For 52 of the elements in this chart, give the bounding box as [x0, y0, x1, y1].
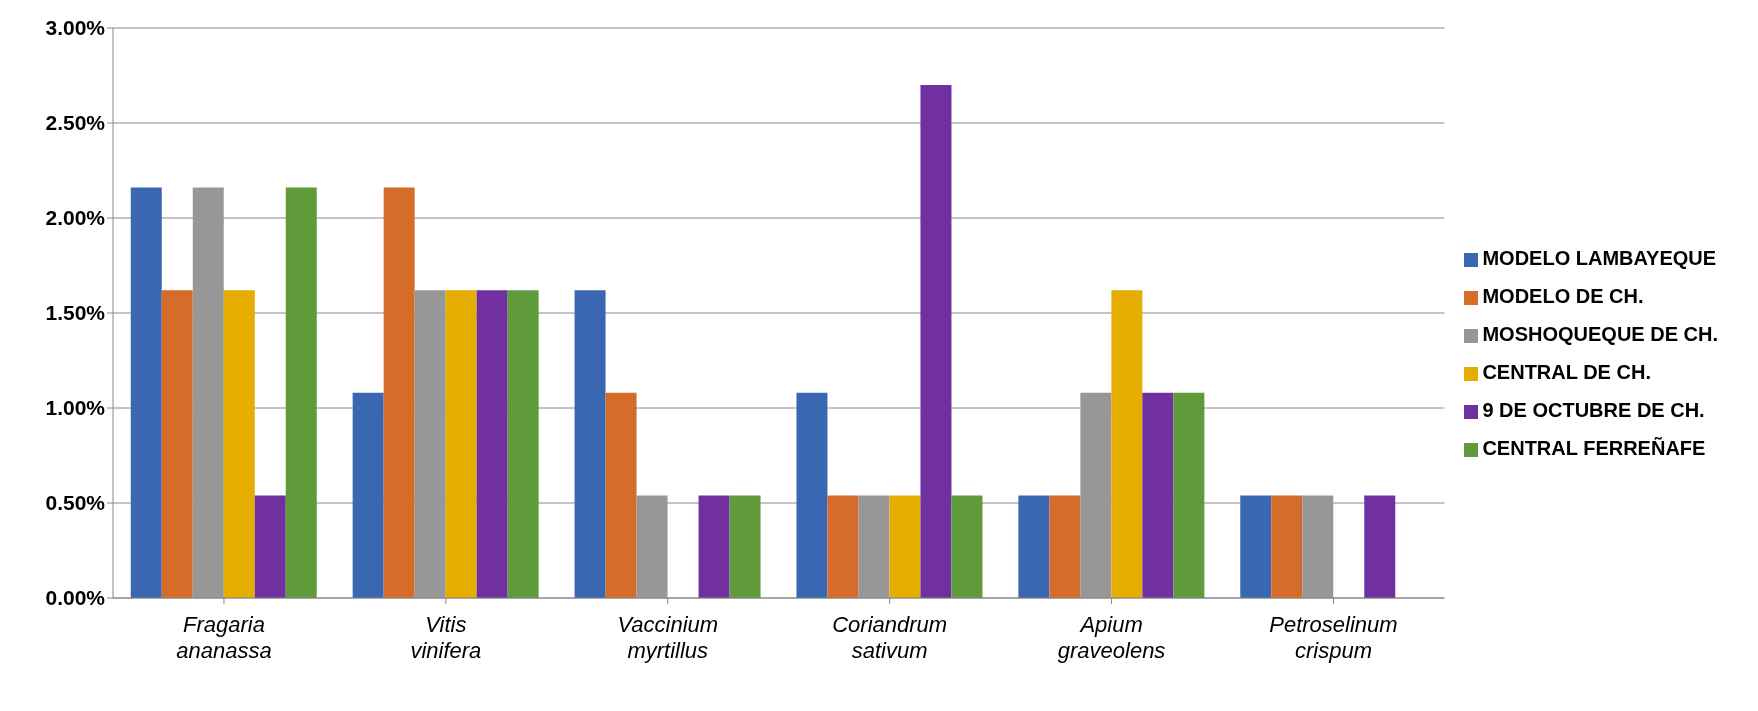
bar [1240, 495, 1272, 598]
bar [729, 495, 761, 598]
bar [698, 495, 730, 598]
bar [507, 290, 539, 598]
x-tick-label: Petroselinum crispum [1269, 612, 1398, 663]
bar [574, 290, 606, 598]
bar [414, 290, 446, 598]
legend-label: MODELO DE CH. [1482, 285, 1644, 307]
bar [285, 187, 317, 598]
legend-label: CENTRAL FERREÑAFE [1482, 437, 1706, 459]
y-tick-label: 3.00% [45, 16, 106, 40]
bar [352, 392, 384, 598]
bar [1302, 495, 1334, 598]
legend-label: MOSHOQUEQUE DE CH. [1482, 323, 1718, 345]
x-tick-label: Fragaria ananassa [176, 612, 272, 663]
bar [192, 187, 224, 598]
bar [1173, 392, 1205, 598]
bar [858, 495, 890, 598]
bar [605, 392, 637, 598]
bar [889, 495, 921, 598]
bar [827, 495, 859, 598]
x-tick-label: Apium graveolens [1057, 612, 1166, 663]
y-tick-label: 0.00% [45, 586, 106, 610]
bar [130, 187, 162, 598]
bar [1080, 392, 1112, 598]
y-tick-label: 2.50% [45, 111, 106, 135]
y-tick-label: 1.00% [45, 396, 106, 420]
bar [161, 290, 193, 598]
bar [1142, 392, 1174, 598]
x-tick-label: Vitis vinifera [410, 612, 482, 663]
bar [1271, 495, 1303, 598]
bar [383, 187, 415, 598]
bar [920, 85, 952, 598]
legend-label: CENTRAL DE CH. [1482, 361, 1651, 383]
legend-label: 9 DE OCTUBRE DE CH. [1482, 399, 1705, 421]
bar [1049, 495, 1081, 598]
bar [1111, 290, 1143, 598]
bar [445, 290, 477, 598]
bar [223, 290, 255, 598]
y-tick-label: 1.50% [45, 301, 106, 325]
bar [476, 290, 508, 598]
x-tick-label: Coriandrum sativum [832, 612, 948, 663]
x-tick-label: Vaccinium myrtillus [617, 612, 719, 663]
y-tick-label: 2.00% [45, 206, 106, 230]
legend-label: MODELO LAMBAYEQUE [1482, 247, 1717, 269]
y-tick-label: 0.50% [45, 491, 106, 515]
bar [254, 495, 286, 598]
bar [1018, 495, 1050, 598]
bar [796, 392, 828, 598]
bar [636, 495, 668, 598]
bar [1364, 495, 1396, 598]
bar [951, 495, 983, 598]
